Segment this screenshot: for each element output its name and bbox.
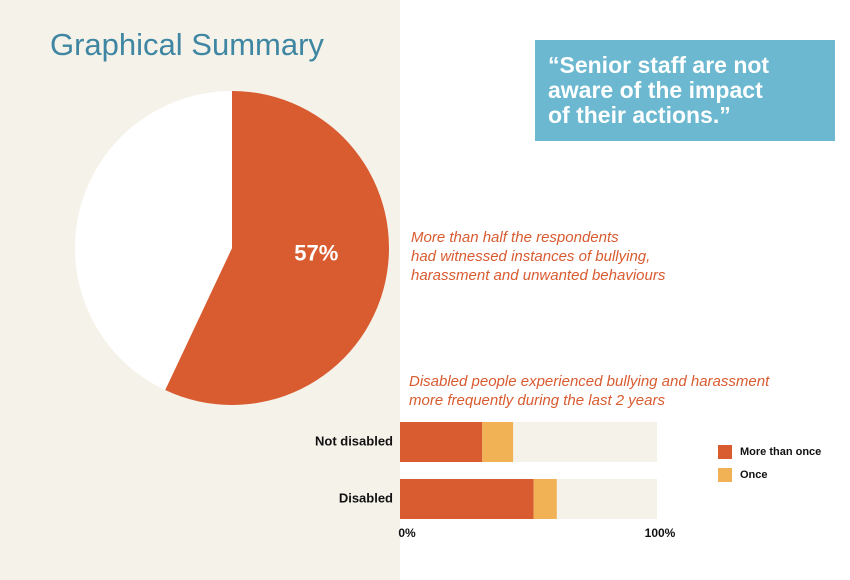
x-tick-label: 100% bbox=[645, 526, 676, 540]
quote-line: “Senior staff are not bbox=[548, 52, 769, 78]
category-label: Disabled bbox=[339, 490, 393, 505]
bar-segment bbox=[400, 479, 534, 519]
category-label: Not disabled bbox=[315, 433, 393, 448]
legend-swatch bbox=[718, 468, 732, 482]
annotation: harassment and unwanted behaviours bbox=[411, 267, 666, 284]
pie-slice bbox=[165, 91, 389, 405]
quote-line: of their actions.” bbox=[548, 102, 731, 128]
chart-title: Disabled people experienced bullying and… bbox=[409, 373, 770, 390]
page-title: Graphical Summary bbox=[50, 27, 324, 62]
quote-line: aware of the impact bbox=[548, 77, 763, 103]
legend-label: Once bbox=[740, 469, 768, 481]
chart-title: more frequently during the last 2 years bbox=[409, 392, 665, 409]
annotation: had witnessed instances of bullying, bbox=[411, 248, 650, 265]
bar-segment bbox=[400, 422, 483, 462]
legend-swatch bbox=[718, 445, 732, 459]
quote-box bbox=[535, 40, 835, 141]
bar-segment bbox=[482, 422, 514, 462]
x-tick-label: 0% bbox=[398, 526, 416, 540]
bar-segment bbox=[533, 479, 557, 519]
annotation: More than half the respondents bbox=[411, 229, 619, 246]
slice-label: 57% bbox=[294, 241, 338, 266]
legend-label: More than once bbox=[740, 446, 821, 458]
pie-slice bbox=[74, 91, 232, 391]
